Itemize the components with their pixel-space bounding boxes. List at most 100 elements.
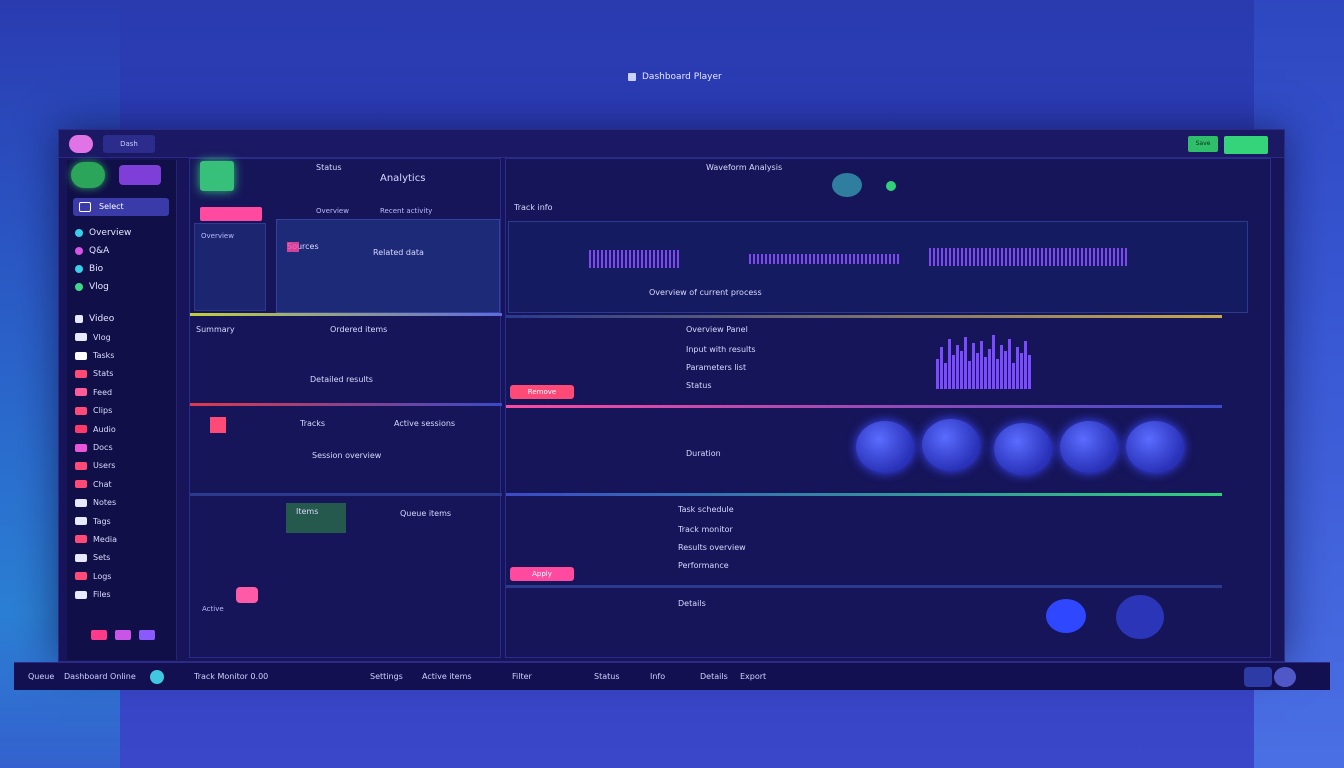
- sidebar-row-label: Clips: [93, 406, 113, 416]
- node-circle[interactable]: [1126, 421, 1184, 473]
- sidebar-section-label: Video: [89, 314, 115, 324]
- card-value: Related data: [373, 248, 424, 257]
- sidebar-item-label: Overview: [89, 228, 132, 238]
- sidebar-row[interactable]: Files: [75, 585, 171, 603]
- sidebar-item-1[interactable]: Q&A: [75, 242, 171, 260]
- list-item[interactable]: Results overview: [678, 543, 746, 552]
- spectrum-bars: [936, 331, 1031, 389]
- footer-tag-icon[interactable]: [91, 630, 107, 640]
- sidebar-row[interactable]: Docs: [75, 438, 171, 456]
- node-circle[interactable]: [1060, 421, 1118, 473]
- sidebar-selector[interactable]: Select: [73, 198, 169, 216]
- status-export[interactable]: Export: [740, 672, 767, 681]
- sidebar-row[interactable]: Feed: [75, 383, 171, 401]
- section-divider: [190, 403, 502, 406]
- info-line: Status: [686, 381, 712, 390]
- wave-label: Track info: [514, 203, 553, 212]
- sidebar-row-label: Tasks: [93, 351, 115, 361]
- node-circle[interactable]: [1116, 595, 1164, 639]
- node-circle[interactable]: [922, 419, 980, 471]
- save-button[interactable]: Save: [1188, 136, 1218, 152]
- remove-button[interactable]: Remove: [510, 385, 574, 399]
- row-marker-icon: [75, 553, 87, 562]
- video-icon: [75, 315, 83, 323]
- node-circle[interactable]: [1046, 599, 1086, 633]
- play-icon[interactable]: [150, 670, 164, 684]
- section-value: Ordered items: [330, 325, 388, 334]
- sidebar-row[interactable]: Media: [75, 530, 171, 548]
- sidebar-row[interactable]: Clips: [75, 402, 171, 420]
- sidebar-row[interactable]: Tags: [75, 512, 171, 530]
- track-icon[interactable]: [210, 417, 226, 433]
- sidebar-row[interactable]: Sets: [75, 549, 171, 567]
- section-divider: [190, 493, 502, 496]
- sessions-label: Active sessions: [394, 419, 456, 428]
- sidebar-item-3[interactable]: Vlog: [75, 278, 171, 296]
- row-marker-icon: [75, 590, 87, 599]
- footer-tag-icon[interactable]: [139, 630, 155, 640]
- row-marker-icon: [75, 406, 87, 415]
- menu-button[interactable]: [69, 135, 93, 153]
- node-circle[interactable]: [856, 421, 914, 473]
- status-details[interactable]: Details: [700, 672, 728, 681]
- badge-label: Active: [202, 605, 224, 613]
- sidebar-row[interactable]: Stats: [75, 365, 171, 383]
- apply-button[interactable]: Apply: [510, 567, 574, 581]
- row-marker-icon: [75, 498, 87, 507]
- section-divider: [506, 585, 1222, 588]
- sidebar-row[interactable]: Notes: [75, 494, 171, 512]
- queue-label: Queue items: [400, 509, 452, 518]
- section-label: Summary: [196, 325, 235, 334]
- status-dot-icon: [75, 283, 83, 291]
- node-circle[interactable]: [994, 423, 1052, 475]
- panel-title: Overview Panel: [686, 325, 748, 334]
- sidebar-item-2[interactable]: Bio: [75, 260, 171, 278]
- sidebar-row[interactable]: Tasks: [75, 346, 171, 364]
- sidebar-row-label: Sets: [93, 553, 111, 563]
- green-tile-icon[interactable]: [200, 161, 234, 191]
- sidebar-row[interactable]: Logs: [75, 567, 171, 585]
- status-settings[interactable]: Settings: [370, 672, 403, 681]
- status-active-items: Active items: [422, 672, 472, 681]
- sidebar-selector-label: Select: [99, 202, 124, 211]
- row-marker-icon: [75, 461, 87, 470]
- row-marker-icon: [75, 517, 87, 526]
- sidebar-row[interactable]: Vlog: [75, 328, 171, 346]
- list-item[interactable]: Performance: [678, 561, 729, 570]
- pink-badge[interactable]: [200, 207, 262, 221]
- sidebar-row-label: Audio: [93, 424, 116, 434]
- info-line: Duration: [686, 449, 721, 458]
- footer-tag-icon[interactable]: [115, 630, 131, 640]
- sidebar-row-label: Files: [93, 590, 111, 600]
- sidebar-row[interactable]: Audio: [75, 420, 171, 438]
- list-item[interactable]: Details: [678, 599, 706, 608]
- list-item[interactable]: Track monitor: [678, 525, 733, 534]
- waveform-segment: [749, 254, 899, 264]
- sidebar-list: Vlog Tasks Stats Feed Clips Audio Docs U…: [75, 328, 171, 604]
- primary-action-button[interactable]: [1224, 136, 1268, 154]
- row-label: Overview: [316, 207, 349, 215]
- status-filter[interactable]: Filter: [512, 672, 532, 681]
- list-item[interactable]: Task schedule: [678, 505, 734, 514]
- section-detail: Detailed results: [310, 375, 373, 384]
- window-title: Dash: [103, 135, 155, 153]
- status-status[interactable]: Status: [594, 672, 620, 681]
- status-dot-icon: [886, 181, 896, 191]
- panel-header-status: Status: [316, 163, 342, 172]
- sidebar-toggle-button[interactable]: [119, 165, 161, 185]
- sidebar-section-video[interactable]: Video: [75, 310, 171, 328]
- settings-icon[interactable]: [1244, 667, 1272, 687]
- sidebar-row[interactable]: Chat: [75, 475, 171, 493]
- badge-pink[interactable]: [236, 587, 258, 603]
- status-now-playing: Dashboard Online: [64, 672, 136, 681]
- sidebar-row[interactable]: Users: [75, 457, 171, 475]
- section-divider: [506, 493, 1222, 496]
- profile-blob-icon[interactable]: [832, 173, 862, 197]
- app-logo-icon[interactable]: [71, 162, 105, 188]
- caption-text: Dashboard Player: [642, 72, 722, 82]
- mini-chart-title: Overview: [201, 232, 234, 240]
- status-info[interactable]: Info: [650, 672, 666, 681]
- section-divider: [506, 405, 1222, 408]
- sidebar-item-0[interactable]: Overview: [75, 224, 171, 242]
- avatar[interactable]: [1274, 667, 1296, 687]
